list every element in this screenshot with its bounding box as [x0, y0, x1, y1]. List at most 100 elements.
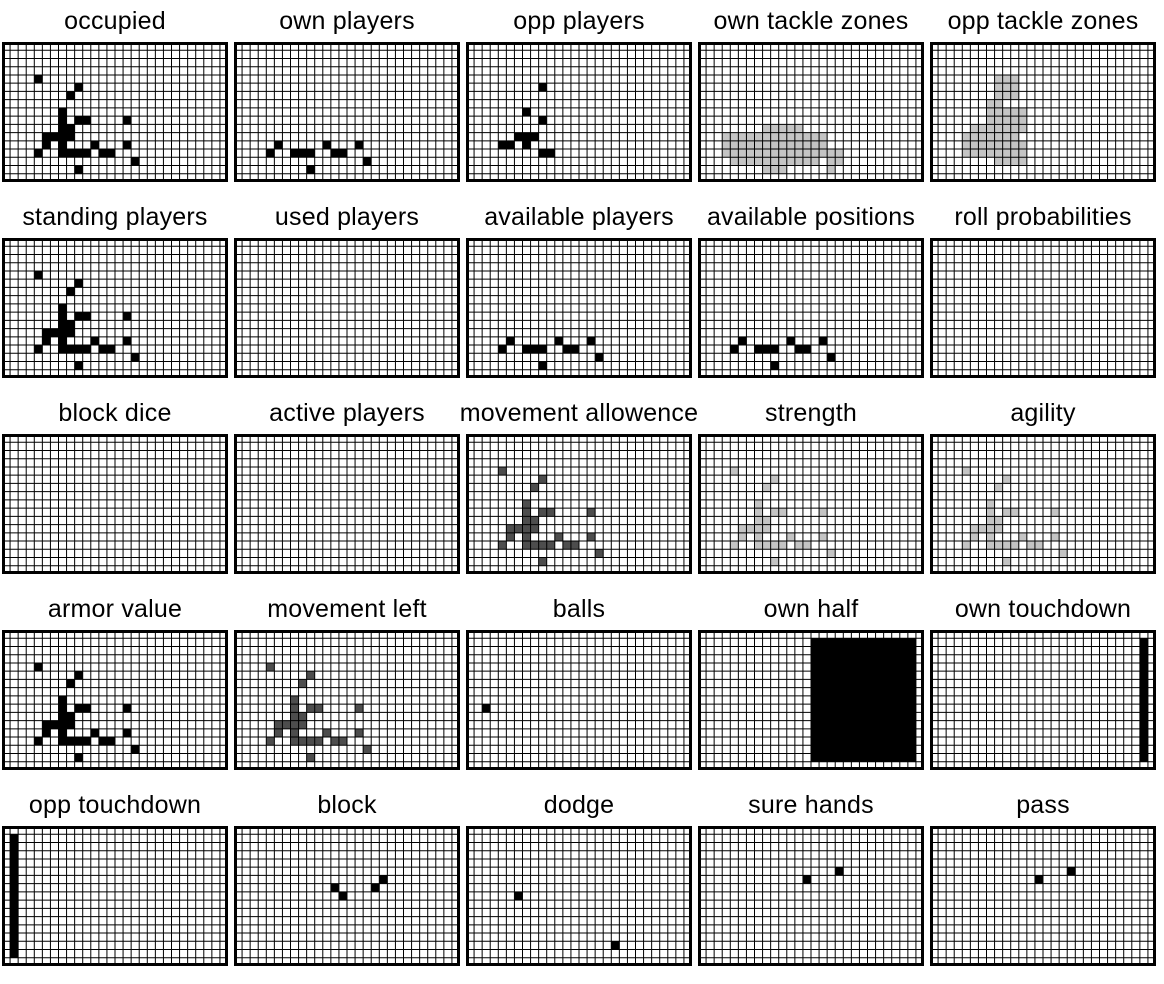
filled-cell [1051, 532, 1060, 542]
filled-cell [1002, 149, 1011, 158]
filled-cell [90, 140, 99, 150]
layer-grid [466, 238, 692, 378]
grid-lines [698, 238, 924, 378]
filled-cell [106, 737, 115, 746]
filled-cell [290, 728, 299, 738]
grid-border [2, 826, 228, 966]
grid-lines [234, 630, 460, 770]
filled-cell [770, 541, 779, 550]
panel-title: active players [269, 399, 425, 427]
filled-cell [42, 140, 51, 150]
filled-cell [1018, 107, 1027, 117]
filled-cell [498, 466, 507, 476]
filled-cell [314, 704, 323, 713]
filled-cell [835, 149, 844, 158]
filled-cell [530, 483, 539, 492]
filled-cell [298, 679, 307, 688]
layer-grid [2, 434, 228, 574]
filled-cell [994, 107, 1003, 117]
filled-cell [363, 745, 372, 754]
filled-cell [66, 679, 75, 688]
filled-cell [58, 720, 67, 729]
filled-region [811, 638, 916, 762]
panel-title: own half [763, 595, 859, 623]
filled-cell [986, 508, 995, 517]
filled-cell [306, 165, 315, 174]
grid-border [2, 434, 228, 574]
filled-cell [730, 157, 739, 166]
filled-cell [994, 74, 1003, 84]
filled-cell [82, 345, 91, 354]
filled-cell [754, 508, 763, 517]
grid-border [698, 238, 924, 378]
filled-cell [970, 140, 979, 150]
filled-cell [530, 524, 539, 533]
filled-cell [82, 312, 91, 321]
filled-cell [786, 124, 795, 133]
filled-cell [811, 140, 820, 150]
filled-cell [770, 124, 779, 133]
panel-title: available positions [706, 203, 916, 231]
filled-cell [802, 149, 811, 158]
layer-grid [698, 630, 924, 770]
filled-cell [266, 737, 275, 746]
filled-cell [538, 345, 547, 354]
filled-cell [58, 312, 67, 321]
grid-border [930, 238, 1156, 378]
filled-cell [546, 508, 555, 517]
layer-grid [930, 434, 1156, 574]
filled-cell [1026, 541, 1035, 550]
filled-cell [794, 132, 803, 141]
filled-cell [1010, 541, 1019, 550]
filled-cell [498, 541, 507, 550]
filled-cell [962, 149, 971, 158]
filled-cell [730, 149, 739, 158]
filled-cell [730, 345, 739, 354]
filled-cell [290, 712, 299, 721]
grid-border [930, 826, 1156, 966]
filled-cell [1002, 541, 1011, 550]
filled-cell [978, 149, 987, 158]
filled-cell [802, 875, 811, 884]
layer-grid [2, 826, 228, 966]
filled-cell [506, 532, 515, 542]
filled-cell [1010, 157, 1019, 166]
filled-cell [58, 728, 67, 738]
filled-cell [738, 132, 747, 141]
filled-cell [42, 336, 51, 346]
grid-border [698, 826, 924, 966]
filled-cell [514, 132, 523, 141]
filled-cell [74, 704, 83, 713]
filled-cell [802, 132, 811, 141]
filled-cell [1059, 549, 1068, 558]
filled-cell [123, 140, 132, 150]
filled-cell [562, 345, 571, 354]
layer-grid [234, 826, 460, 966]
filled-cell [770, 157, 779, 166]
filled-cell [1010, 140, 1019, 150]
filled-cell [131, 745, 140, 754]
filled-cell [522, 532, 531, 542]
filled-cell [835, 867, 844, 876]
panel-title: sure hands [748, 791, 874, 819]
filled-cell [738, 149, 747, 158]
grid-border [234, 630, 460, 770]
filled-cell [42, 720, 51, 729]
filled-cell [994, 132, 1003, 141]
filled-cell [266, 662, 275, 672]
filled-cell [282, 720, 291, 729]
filled-cell [74, 165, 83, 174]
filled-cell [962, 466, 971, 476]
grid-border [930, 630, 1156, 770]
filled-cell [1002, 140, 1011, 150]
filled-cell [538, 361, 547, 370]
grid-lines [466, 42, 692, 182]
filled-cell [778, 165, 787, 174]
filled-cell [58, 336, 67, 346]
filled-cell [530, 132, 539, 141]
filled-cell [355, 728, 364, 738]
filled-cell [123, 728, 132, 738]
filled-cell [1051, 508, 1060, 517]
filled-cell [82, 149, 91, 158]
filled-cell [970, 524, 979, 533]
